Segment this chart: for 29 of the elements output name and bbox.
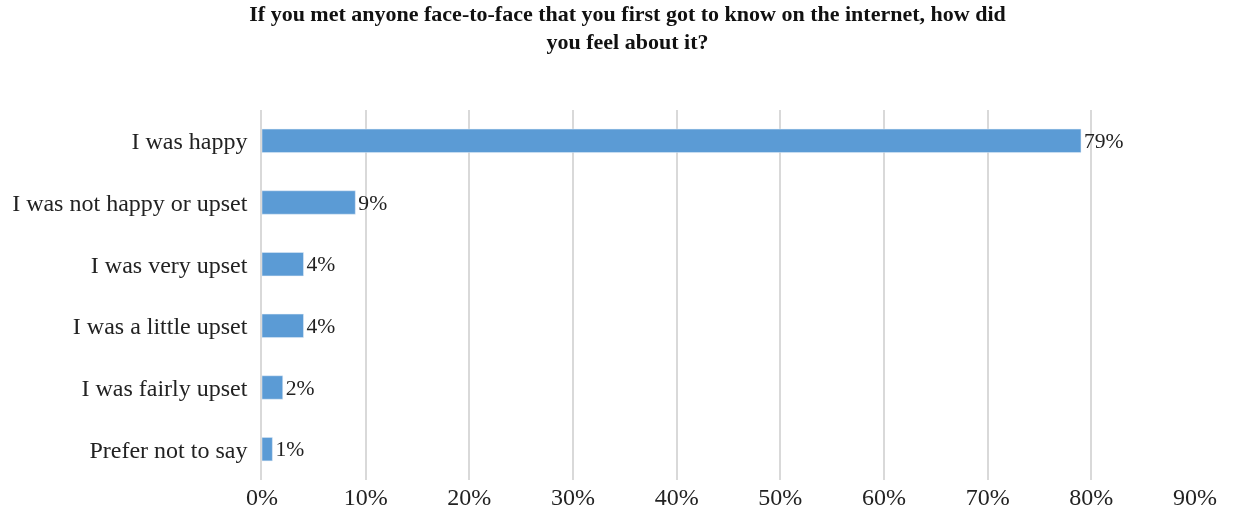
bar <box>262 190 356 215</box>
chart-title: If you met anyone face-to-face that you first got to know on the internet, how did you feel about it? <box>249 0 1006 55</box>
y-tick-label: I was very upset <box>90 251 248 278</box>
data-label: 79% <box>1083 129 1124 154</box>
x-tick-label: 20% <box>447 484 492 510</box>
y-tick-label: Prefer not to say <box>89 436 248 463</box>
x-tick-label: 40% <box>654 484 699 510</box>
x-tick-label: 90% <box>1173 484 1217 510</box>
x-tick-label: 80% <box>1069 484 1114 510</box>
x-tick-label: 10% <box>343 484 388 510</box>
data-label: 2% <box>285 375 315 400</box>
x-tick-label: 60% <box>862 484 906 510</box>
x-tick-label: 0% <box>246 484 278 510</box>
y-tick-label: I was fairly upset <box>81 374 248 401</box>
x-tick-label: 30% <box>551 484 595 510</box>
x-tick-label: 70% <box>965 484 1010 510</box>
data-label: 4% <box>306 314 336 339</box>
data-label: 9% <box>358 190 388 215</box>
data-label: 4% <box>306 252 336 277</box>
bar <box>262 313 304 338</box>
bar <box>262 252 304 277</box>
y-tick-label: I was not happy or upset <box>12 189 248 216</box>
bar <box>262 375 283 400</box>
x-tick-label: 50% <box>758 484 803 510</box>
y-tick-label: I was a little upset <box>72 313 248 340</box>
y-tick-label: I was happy <box>131 128 248 155</box>
data-label: 1% <box>275 437 305 462</box>
bar <box>262 437 273 462</box>
bar <box>262 128 1082 153</box>
